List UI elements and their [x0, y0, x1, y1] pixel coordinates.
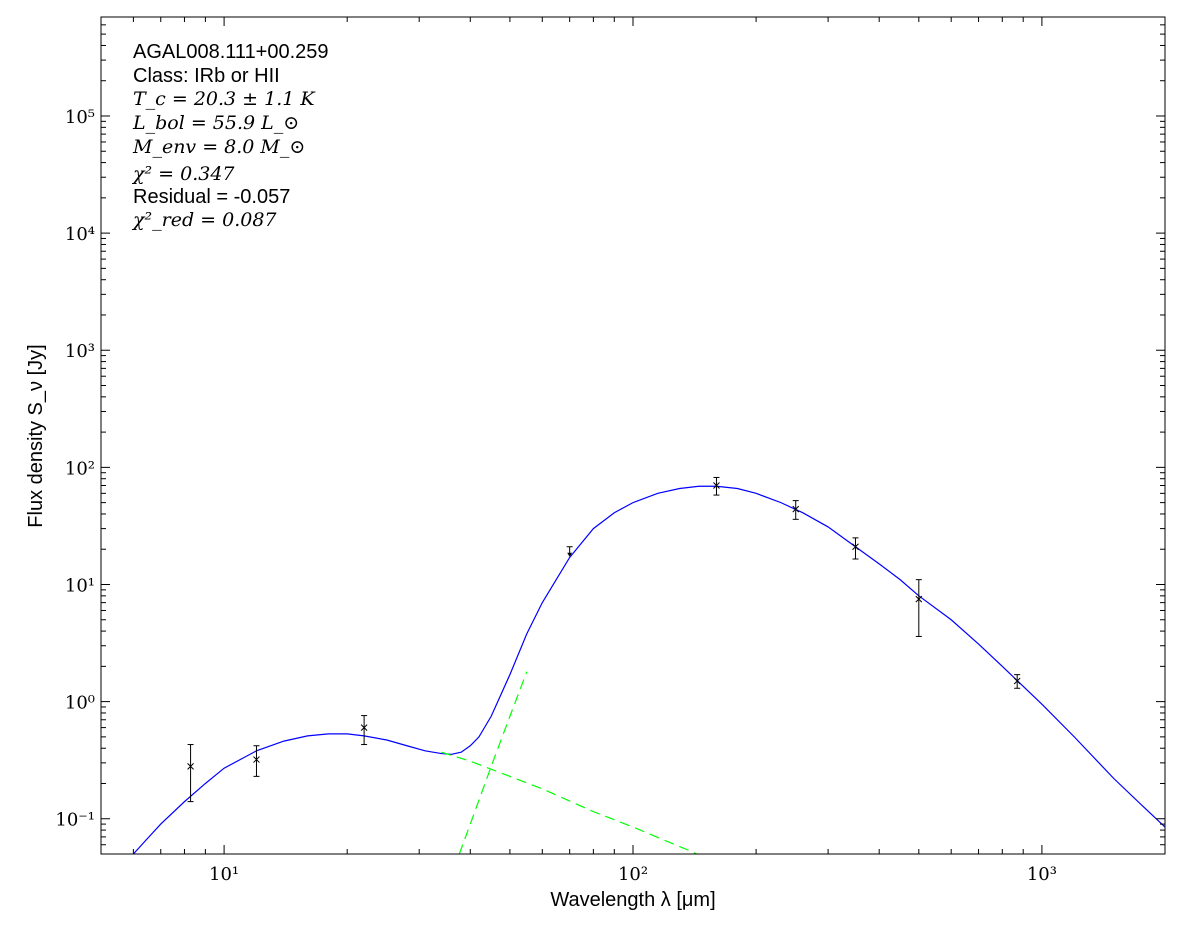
data-point	[1013, 674, 1021, 689]
point-marker	[253, 756, 260, 763]
series-cold-component	[458, 671, 528, 854]
upper-limit-point	[566, 546, 573, 557]
y-tick-label: 10¹	[65, 575, 95, 596]
series-warm-component	[441, 751, 698, 854]
data-point	[253, 745, 260, 777]
x-tick-label: 10²	[618, 864, 648, 885]
y-tick-label: 10⁰	[65, 693, 95, 714]
x-axis-label: Wavelength λ [μm]	[550, 889, 715, 911]
point-marker	[713, 482, 720, 489]
annotation-tc: T_c = 20.3 ± 1.1 K	[133, 88, 316, 110]
series-layer	[132, 485, 1165, 854]
point-marker	[1013, 677, 1021, 685]
plot-frame	[100, 16, 1166, 855]
data-point	[915, 579, 923, 637]
series-total-fit	[132, 485, 1165, 854]
annotation-block: AGAL008.111+00.259 Class: IRb or HII T_c…	[131, 41, 329, 231]
data-point	[360, 715, 368, 746]
point-marker	[915, 595, 923, 603]
annotation-chi2-red: χ²_red = 0.087	[131, 209, 277, 231]
y-tick-label: 10³	[65, 341, 95, 362]
ticks-layer: 10¹ 10² 10³ 10⁻¹ 10⁰ 10¹ 10² 10³ 10⁴ 10⁵	[55, 16, 1166, 885]
data-point	[187, 744, 194, 803]
data-point	[852, 537, 859, 560]
annotation-chi2: χ² = 0.347	[131, 163, 235, 185]
upper-limit-arrow	[567, 552, 573, 557]
annotation-class: Class: IRb or HII	[133, 65, 280, 87]
y-tick-label: 10⁵	[65, 107, 95, 128]
x-tick-label: 10¹	[209, 864, 239, 885]
annotation-menv: M_env = 8.0 M_⊙	[132, 136, 305, 158]
point-marker	[187, 763, 194, 770]
annotation-residual: Residual = -0.057	[133, 186, 290, 208]
x-tick-label: 10³	[1027, 864, 1057, 885]
y-tick-label: 10⁻¹	[55, 810, 95, 831]
annotation-source: AGAL008.111+00.259	[133, 41, 329, 63]
annotation-lbol: L_bol = 55.9 L_⊙	[132, 112, 299, 134]
y-axis-label: Flux density S_ν [Jy]	[25, 344, 47, 527]
y-tick-label: 10⁴	[65, 224, 95, 245]
data-point	[713, 476, 720, 496]
point-marker	[852, 543, 859, 551]
data-point	[792, 500, 800, 520]
points-layer	[187, 476, 1021, 803]
point-marker	[360, 724, 368, 731]
y-tick-label: 10²	[65, 458, 95, 479]
point-marker	[792, 505, 800, 513]
